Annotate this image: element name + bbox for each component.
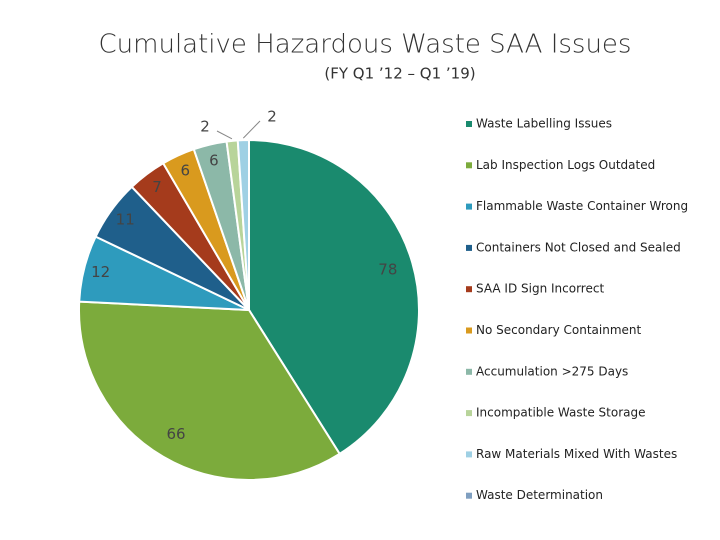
legend-swatch	[466, 327, 472, 334]
pie-slice	[236, 138, 250, 311]
data-label: 11	[116, 211, 135, 229]
legend-swatch	[466, 451, 472, 458]
legend-label: Waste Determination	[476, 488, 603, 502]
legend-label: No Secondary Containment	[476, 323, 642, 337]
chart-subtitle: (FY Q1 ’12 – Q1 ’19)	[324, 65, 475, 83]
legend-swatch	[466, 244, 472, 251]
legend-swatch	[466, 410, 472, 417]
data-label: 6	[209, 152, 219, 170]
data-label: 7	[152, 178, 162, 196]
chart-title: Cumulative Hazardous Waste SAA Issues	[99, 30, 632, 60]
legend-swatch	[466, 492, 472, 499]
data-label: 12	[91, 263, 110, 281]
legend-swatch	[466, 368, 472, 375]
legend-label: Accumulation >275 Days	[476, 364, 628, 378]
data-label: 66	[167, 425, 186, 443]
data-label: 2	[267, 108, 277, 126]
data-label: 6	[180, 161, 190, 179]
legend-swatch	[466, 286, 472, 293]
pie-slice	[248, 138, 420, 456]
legend-label: Containers Not Closed and Sealed	[476, 240, 681, 254]
legend-label: Waste Labelling Issues	[476, 117, 612, 131]
legend-swatch	[466, 121, 472, 127]
leader-line	[216, 130, 233, 140]
legend-swatch	[466, 203, 472, 210]
legend-label: Raw Materials Mixed With Wastes	[476, 447, 677, 461]
leader-line	[242, 120, 261, 139]
legend-label: Lab Inspection Logs Outdated	[476, 158, 655, 172]
data-label: 78	[378, 260, 397, 278]
data-label: 2	[200, 118, 210, 136]
legend-label: Flammable Waste Container Wrong	[476, 199, 688, 213]
legend-swatch	[466, 162, 472, 169]
pie-slice	[78, 300, 341, 481]
legend-label: Incompatible Waste Storage	[476, 406, 646, 420]
legend-label: SAA ID Sign Incorrect	[476, 282, 604, 296]
